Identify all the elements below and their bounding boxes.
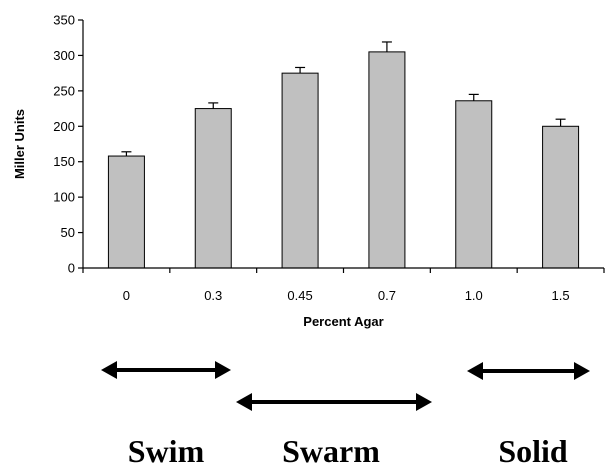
error-bar	[121, 151, 132, 157]
y-axis-ticks: 0 50 100 150 200 250 300 350	[53, 13, 83, 276]
swim-arrow	[101, 361, 231, 379]
solid-arrow	[467, 362, 590, 380]
x-tick-label: 0	[123, 288, 130, 303]
bar	[194, 108, 232, 269]
y-axis-title: Miller Units	[12, 109, 27, 179]
x-tick-label: 1.0	[465, 288, 483, 303]
bars	[107, 41, 580, 269]
x-tick-label: 0.3	[204, 288, 222, 303]
x-tick-label: 1.5	[552, 288, 570, 303]
y-tick-label: 350	[53, 13, 75, 28]
region-label-swim: Swim	[128, 433, 205, 465]
y-tick-label: 0	[68, 261, 75, 276]
x-axis-ticks: 0 0.3 0.45 0.7 1.0 1.5	[82, 268, 605, 303]
bar	[368, 51, 406, 269]
bar	[281, 72, 319, 269]
error-bar	[295, 66, 306, 74]
region-label-swarm: Swarm	[282, 433, 380, 465]
error-bar	[555, 118, 566, 127]
bar	[542, 125, 580, 269]
y-tick-label: 150	[53, 154, 75, 169]
x-tick-label: 0.45	[287, 288, 312, 303]
x-axis-title: Percent Agar	[303, 314, 383, 329]
y-tick-label: 50	[61, 225, 75, 240]
y-tick-label: 200	[53, 119, 75, 134]
bar	[107, 155, 145, 269]
swarm-arrow	[236, 393, 432, 411]
y-tick-label: 300	[53, 48, 75, 63]
x-tick-label: 0.7	[378, 288, 396, 303]
y-tick-label: 100	[53, 190, 75, 205]
bar	[455, 100, 493, 269]
error-bar	[208, 102, 219, 109]
region-label-solid: Solid	[498, 433, 568, 465]
error-bar	[381, 41, 392, 52]
y-tick-label: 250	[53, 83, 75, 98]
error-bar	[468, 93, 479, 101]
